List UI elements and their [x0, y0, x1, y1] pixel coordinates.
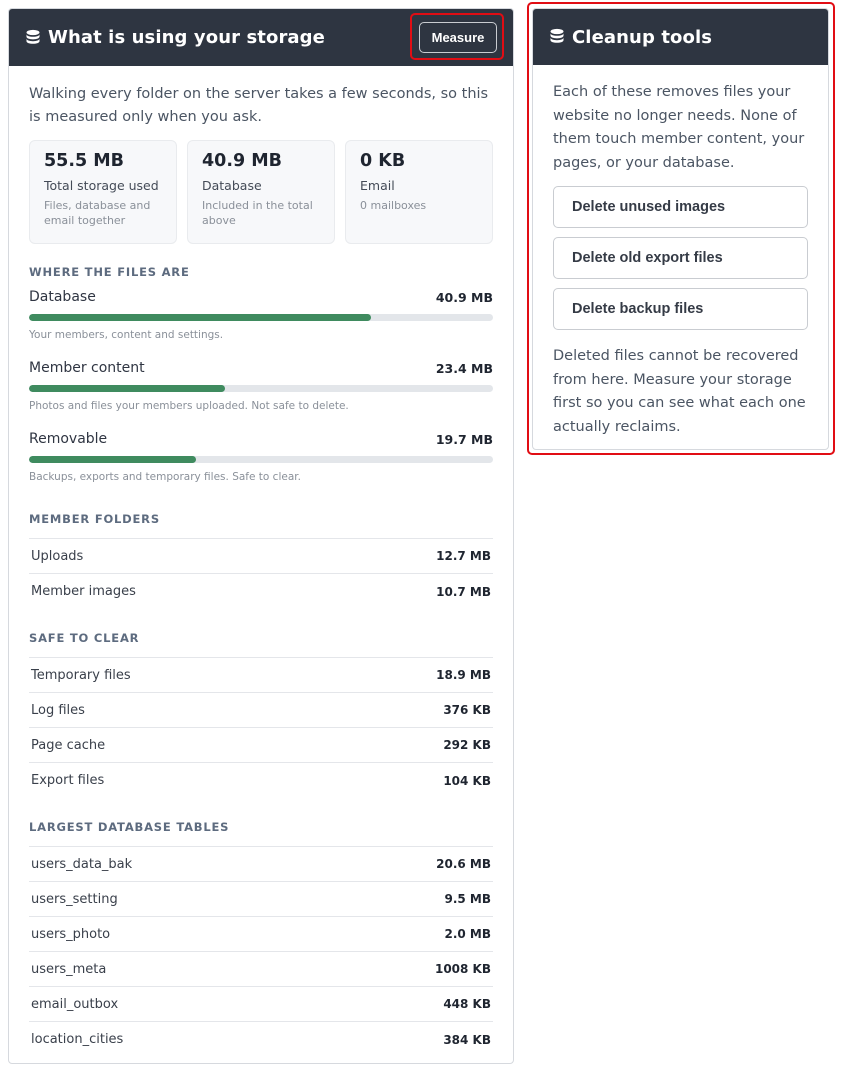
bar-database: Database 40.9 MB Your members, content a… [29, 289, 493, 360]
stat-sub: 0 mailboxes [360, 199, 427, 212]
row-name: users_setting [31, 891, 118, 907]
table-row: users_photo 2.0 MB [29, 917, 493, 952]
storage-panel-header: What is using your storage Measure [9, 9, 513, 66]
storage-panel: What is using your storage Measure Walki… [8, 8, 514, 1064]
stat-sub: Files, database and email together [44, 199, 151, 227]
row-value: 104 KB [443, 773, 491, 788]
bar-removable: Removable 19.7 MB Backups, exports and t… [29, 431, 493, 502]
row-name: Member images [31, 584, 136, 599]
bar-name: Member content [29, 360, 145, 376]
progress-fill [29, 456, 197, 463]
row-name: users_photo [31, 926, 111, 942]
bar-name: Database [29, 289, 96, 305]
list-item: Member images 10.7 MB [29, 574, 493, 609]
row-value: 2.0 MB [444, 927, 491, 941]
measure-button[interactable]: Measure [419, 22, 497, 53]
row-value: 18.9 MB [436, 668, 491, 682]
member-folders-list: Uploads 12.7 MB Member images 10.7 MB [29, 538, 493, 609]
stat-value: 55.5 MB [44, 151, 125, 171]
stat-sub: Included in the total above [202, 199, 313, 227]
stat-card-email: 0 KB Email 0 mailboxes [345, 140, 493, 244]
list-item: Export files 104 KB [29, 763, 493, 798]
row-name: location_cities [31, 1032, 124, 1047]
table-row: users_meta 1008 KB [29, 952, 493, 987]
progress-track [29, 385, 493, 392]
row-value: 292 KB [443, 738, 491, 752]
stat-label: Database [202, 178, 262, 193]
stat-value: 40.9 MB [202, 151, 283, 171]
cleanup-panel: Cleanup tools Each of these removes file… [532, 8, 829, 450]
row-name: users_meta [31, 961, 107, 977]
row-value: 448 KB [443, 997, 491, 1011]
member-folders-title: MEMBER FOLDERS [29, 512, 160, 526]
table-row: users_setting 9.5 MB [29, 882, 493, 917]
storage-intro: Walking every folder on the server takes… [29, 86, 489, 125]
storage-panel-title: What is using your storage [48, 27, 325, 48]
progress-fill [29, 385, 225, 392]
stat-card-database: 40.9 MB Database Included in the total a… [187, 140, 335, 244]
database-icon [549, 28, 565, 46]
list-item: Uploads 12.7 MB [29, 539, 493, 574]
progress-track [29, 314, 493, 321]
row-value: 12.7 MB [436, 549, 491, 563]
database-tables-list: users_data_bak 20.6 MB users_setting 9.5… [29, 846, 493, 1057]
stat-card-total: 55.5 MB Total storage used Files, databa… [29, 140, 177, 244]
cleanup-warning: Deleted files cannot be recovered from h… [553, 348, 806, 435]
progress-track [29, 456, 493, 463]
progress-fill [29, 314, 371, 321]
database-icon [25, 29, 41, 47]
stat-label: Email [360, 178, 395, 193]
row-name: Page cache [31, 737, 106, 753]
bar-value: 40.9 MB [435, 289, 493, 305]
row-value: 1008 KB [434, 962, 491, 976]
delete-old-export-files-button[interactable]: Delete old export files [553, 237, 808, 279]
stats-cards: 55.5 MB Total storage used Files, databa… [29, 140, 493, 244]
safe-to-clear-list: Temporary files 18.9 MB Log files 376 KB… [29, 657, 493, 798]
delete-unused-images-button[interactable]: Delete unused images [553, 186, 808, 228]
bar-value: 19.7 MB [435, 431, 493, 447]
bar-note: Photos and files your members uploaded. … [29, 400, 349, 412]
delete-backup-files-button[interactable]: Delete backup files [553, 288, 808, 330]
stat-value: 0 KB [360, 151, 406, 171]
cleanup-panel-title: Cleanup tools [572, 26, 713, 48]
bar-name: Removable [29, 431, 108, 447]
list-item: Temporary files 18.9 MB [29, 658, 493, 693]
row-value: 384 KB [443, 1032, 491, 1047]
database-tables-title: LARGEST DATABASE TABLES [29, 820, 230, 834]
row-value: 10.7 MB [436, 584, 491, 599]
bar-value: 23.4 MB [435, 360, 493, 376]
row-value: 20.6 MB [436, 857, 491, 871]
list-item: Page cache 292 KB [29, 728, 493, 763]
bar-note: Your members, content and settings. [29, 329, 224, 341]
row-value: 376 KB [443, 703, 491, 717]
row-name: Uploads [31, 548, 84, 564]
safe-to-clear-title: SAFE TO CLEAR [29, 631, 140, 645]
list-item: Log files 376 KB [29, 693, 493, 728]
row-name: users_data_bak [31, 856, 133, 872]
table-row: email_outbox 448 KB [29, 987, 493, 1022]
cleanup-panel-header: Cleanup tools [533, 9, 828, 65]
cleanup-intro: Each of these removes files your website… [553, 84, 805, 171]
files-section-title: WHERE THE FILES ARE [29, 265, 190, 279]
table-row: users_data_bak 20.6 MB [29, 847, 493, 882]
row-name: Log files [31, 702, 85, 718]
storage-bars: Database 40.9 MB Your members, content a… [29, 289, 493, 502]
row-name: email_outbox [31, 996, 119, 1012]
row-value: 9.5 MB [444, 892, 491, 906]
row-name: Export files [31, 773, 105, 788]
bar-member-content: Member content 23.4 MB Photos and files … [29, 360, 493, 431]
table-row: location_cities 384 KB [29, 1022, 493, 1057]
bar-note: Backups, exports and temporary files. Sa… [29, 471, 301, 483]
row-name: Temporary files [31, 667, 131, 683]
stat-label: Total storage used [44, 178, 159, 193]
